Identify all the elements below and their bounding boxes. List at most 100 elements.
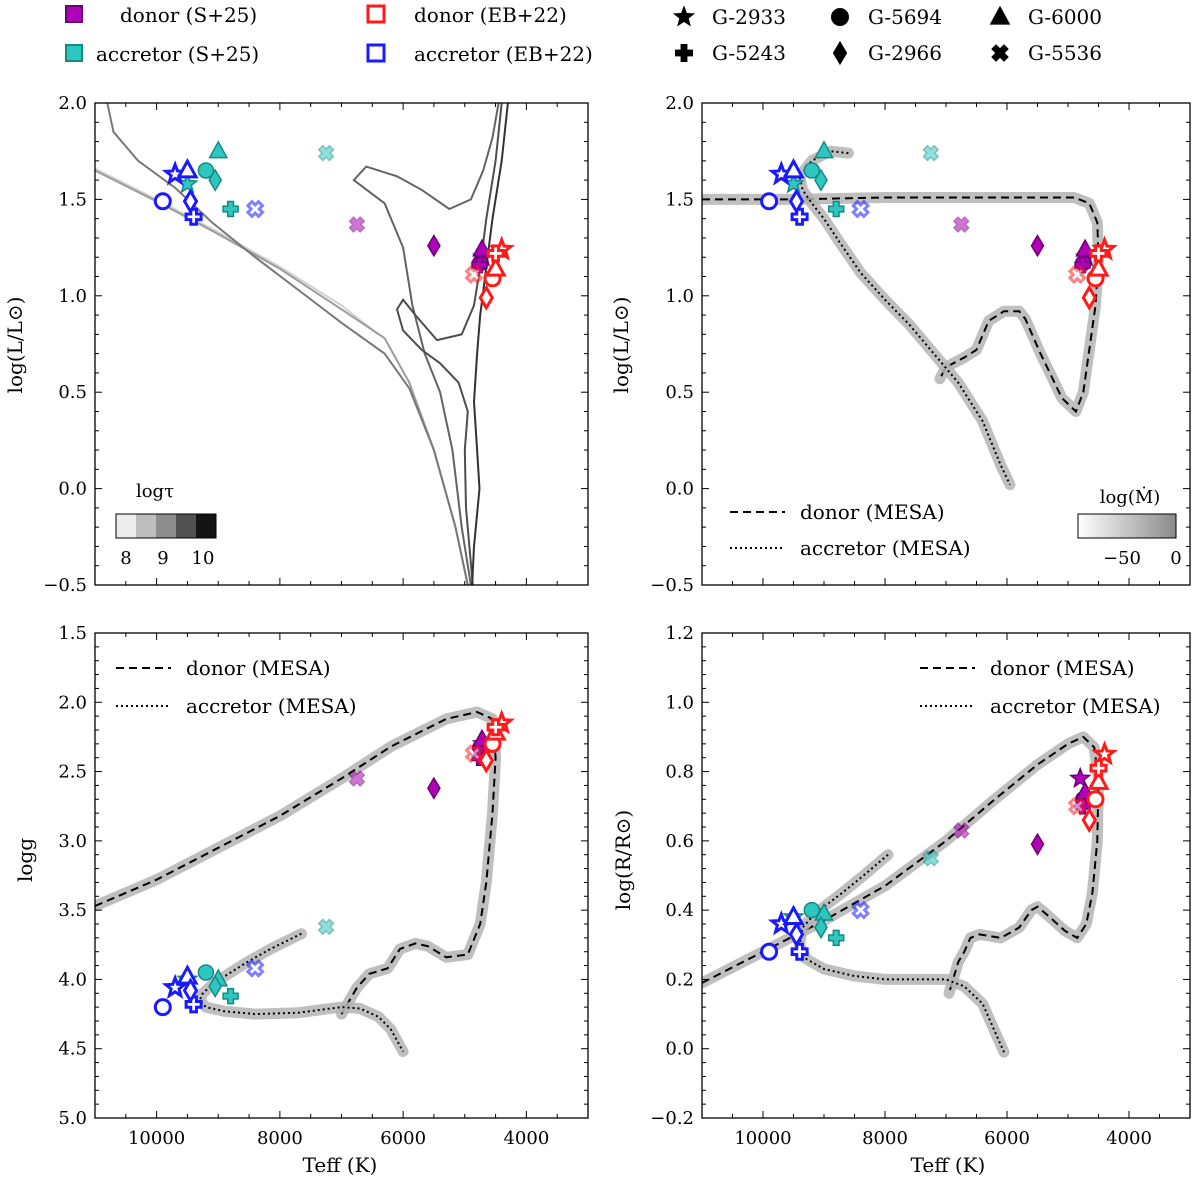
data-point-g-5694 [1086,790,1105,809]
y-tick-label: 0.2 [665,969,694,990]
data-point-g-5243 [184,207,203,226]
colorbar-tick: 8 [120,548,131,569]
data-point-g-5243 [184,995,203,1014]
data-point-g-2966 [427,234,441,258]
y-tick-label: 1.0 [58,286,87,307]
y-tick-label: 1.0 [665,692,694,713]
data-point-g-5694 [803,162,821,179]
accretor-eb22-swatch [366,43,386,63]
panel-bottom-left: 10000 8000 6000 4000 1.5 2.0 2.5 3.0 3.5 4.0 4.5 5.… [13,623,589,1177]
data-point-g-5694 [803,901,821,919]
data-point-g-2966 [208,168,223,192]
track-mdot-band [95,706,502,1020]
legend-label: donor (MESA) [800,500,945,524]
x-tick-label: 6000 [984,1128,1030,1149]
colorbar-frame [115,513,217,539]
y-tick-label: 0.5 [58,382,87,403]
isochrone-line [95,167,380,336]
legend-label: accretor (EB+22) [414,42,593,66]
y-tick-label: 4.0 [58,969,87,990]
data-point-g-5243 [790,942,809,961]
data-point-g-5243 [1089,759,1108,778]
y-tick-label: −0.5 [650,575,694,596]
data-point-g-6000 [814,140,834,159]
legend-entry-accretor-eb22: accretor (EB+22) [366,42,593,66]
legend: donor (S+25) accretor (S+25) donor (EB+2… [65,3,1102,66]
legend-label: accretor (MESA) [800,536,971,560]
data-point-g-2966 [182,188,199,215]
y-tick-label: −0.2 [650,1108,694,1129]
colorbar-cell [196,514,216,538]
legend-label: donor (MESA) [990,656,1135,680]
plot-area [702,731,1118,1058]
data-point-g-2966 [788,921,805,948]
isochrone-line [395,103,503,585]
data-point-g-5536 [922,849,940,867]
data-point-g-5694 [197,162,215,179]
legend-label: donor (EB+22) [414,3,567,27]
data-point-g-5243 [222,987,239,1005]
accretor-track-line [198,932,404,1052]
plot-area [95,103,516,585]
data-point-g-5243 [827,200,845,218]
data-point-g-2966 [1081,284,1098,311]
isochrone-line [106,103,469,585]
y-tick-label: 0.8 [665,762,694,783]
colorbar-gradient [1077,513,1177,539]
data-point-g-5536 [851,199,871,219]
data-point-g-2933 [1091,740,1118,766]
panel-top-left: 2.0 1.5 1.0 0.5 0.0 −0.5 log(L/L⊙) logτ 8 9 1… [3,93,589,596]
colorbar-tick: 9 [157,548,168,569]
y-axis-label: log(L/L⊙) [3,297,27,394]
x-axis-label: Teff (K) [303,1153,378,1177]
panel-top-right: 2.0 1.5 1.0 0.5 0.0 −0.5 log(L/L⊙) donor (MES… [609,93,1191,596]
x-tick-label: 4000 [503,1128,549,1149]
data-point-g-5243 [486,718,505,737]
system-label: G-6000 [1028,5,1102,29]
legend-label: donor (MESA) [186,656,331,680]
triangle-marker-icon [989,5,1011,25]
data-point-g-5536 [317,144,335,162]
accretor-s25-swatch [65,44,83,62]
x-tick-label: 4000 [1106,1128,1152,1149]
system-legend: G-2933 G-5694 G-6000 G-5243 G-2966 G-5536 [672,5,1102,66]
x-tick-label: 10000 [128,1128,185,1149]
data-point-g-5694 [197,964,215,981]
data-point-g-5694 [760,192,779,211]
track-mdot-band [702,192,1104,417]
cross-marker-icon [991,44,1009,62]
legend-entry-accretor-s25: accretor (S+25) [65,42,259,66]
data-point-g-2966 [788,188,805,215]
colorbar-cell [116,514,136,538]
data-point-g-2966 [478,284,495,311]
data-point-g-5694 [760,942,779,961]
y-axis-label: log(R/R⊙) [611,810,635,910]
data-point-g-5694 [153,998,172,1017]
legend-label: accretor (S+25) [96,42,259,66]
data-point-g-5536 [348,216,366,233]
y-tick-label: 0.0 [665,1039,694,1060]
data-point-g-2966 [1030,832,1045,856]
legend-mesa: donor (MESA) accretor (MESA) [730,500,971,560]
y-tick-label: 1.5 [58,623,87,644]
y-axis-label: log(L/L⊙) [609,297,633,394]
data-point-g-5243 [1089,244,1108,263]
system-label: G-5536 [1028,41,1102,65]
colorbar-cell [156,514,176,538]
data-point-g-2966 [1030,234,1045,258]
donor-s25-swatch [65,5,83,23]
track-mdot-band [794,849,1010,1058]
data-point-g-6000 [1087,769,1110,790]
y-tick-label: 2.5 [58,762,87,783]
plot-area [702,140,1118,491]
data-point-g-6000 [782,904,805,925]
data-point-g-5243 [790,207,809,226]
data-point-g-6000 [484,256,507,277]
circle-marker-icon [831,8,849,26]
data-point-g-5536 [922,144,940,162]
data-point-g-5536 [464,265,484,285]
accretor-track-line [798,853,1005,1053]
data-point-g-6000 [208,140,229,159]
donor-track-line [702,196,1100,414]
